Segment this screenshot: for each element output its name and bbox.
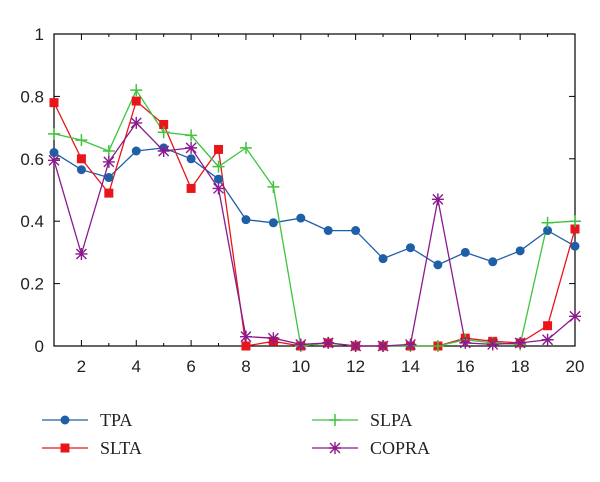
x-tick-label: 14 <box>401 357 420 376</box>
data-point <box>76 165 86 175</box>
data-point <box>241 341 251 351</box>
x-tick-label: 6 <box>186 357 195 376</box>
data-point <box>76 154 86 164</box>
data-point <box>186 183 196 193</box>
data-point <box>431 193 444 206</box>
y-tick-label: 0.6 <box>20 150 44 169</box>
data-point <box>543 226 553 236</box>
data-point <box>433 260 443 270</box>
data-point <box>60 415 70 425</box>
legend-label-slta: SLTA <box>100 438 142 458</box>
data-point <box>570 241 580 251</box>
data-point <box>267 332 280 345</box>
series-line-copra <box>53 121 576 347</box>
y-tick-label: 0.4 <box>20 212 44 231</box>
data-point <box>329 414 341 426</box>
data-point <box>49 98 59 108</box>
data-point <box>488 257 498 267</box>
data-point <box>569 310 581 323</box>
data-point <box>49 148 59 158</box>
data-point <box>75 247 88 260</box>
data-point <box>185 129 198 142</box>
data-point <box>515 246 525 256</box>
legend-label-tpa: TPA <box>100 410 132 430</box>
x-tick-label: 12 <box>346 357 365 376</box>
data-point <box>104 173 114 183</box>
y-tick-label: 0.2 <box>20 275 44 294</box>
data-point <box>541 333 554 346</box>
data-point <box>131 146 141 156</box>
data-point <box>159 119 169 129</box>
data-point <box>104 188 114 198</box>
data-point <box>349 340 362 352</box>
data-point <box>541 216 554 229</box>
series-line-slta <box>53 99 576 347</box>
x-tick-label: 18 <box>511 357 530 376</box>
data-point <box>185 141 198 154</box>
data-point <box>212 182 225 195</box>
legend-label-slpa: SLPA <box>370 410 412 430</box>
y-tick-label: 1 <box>35 25 44 44</box>
data-point <box>212 160 225 173</box>
data-point <box>570 224 580 234</box>
data-point <box>157 126 170 139</box>
legend-label-copra: COPRA <box>370 438 430 458</box>
data-point <box>543 321 553 331</box>
data-point <box>377 340 390 352</box>
x-tick-label: 8 <box>241 357 250 376</box>
data-point <box>329 442 341 454</box>
data-point <box>296 213 306 223</box>
data-point <box>102 145 115 157</box>
series-line-tpa <box>53 147 576 266</box>
data-point <box>459 336 472 349</box>
data-point <box>486 338 499 351</box>
data-point <box>239 141 252 154</box>
data-point <box>130 116 143 129</box>
x-tick-label: 10 <box>291 357 310 376</box>
data-point <box>157 145 170 157</box>
data-point <box>75 134 88 147</box>
data-point <box>514 336 527 349</box>
data-point <box>214 174 224 184</box>
x-tick-label: 2 <box>77 357 86 376</box>
data-point <box>404 338 417 351</box>
data-point <box>131 96 141 106</box>
x-tick-label: 16 <box>456 357 475 376</box>
data-point <box>214 144 224 154</box>
data-point <box>460 247 470 257</box>
data-point <box>60 443 70 453</box>
data-point <box>241 215 251 225</box>
data-point <box>130 84 143 97</box>
data-point <box>239 330 252 343</box>
data-point <box>405 243 415 253</box>
data-point <box>378 254 388 264</box>
plot-frame <box>53 33 576 347</box>
data-point <box>431 340 444 352</box>
data-point <box>323 226 333 236</box>
y-tick-label: 0 <box>35 337 44 356</box>
x-tick-label: 20 <box>566 357 585 376</box>
data-point <box>322 336 335 349</box>
data-point <box>294 338 307 351</box>
data-point <box>569 215 581 228</box>
data-point <box>268 218 278 228</box>
data-point <box>48 127 60 140</box>
data-point <box>186 154 196 164</box>
data-point <box>48 154 60 167</box>
data-point <box>351 226 361 236</box>
y-tick-label: 0.8 <box>20 87 44 106</box>
x-tick-label: 4 <box>132 357 141 376</box>
data-point <box>102 155 115 168</box>
data-point <box>267 180 280 193</box>
